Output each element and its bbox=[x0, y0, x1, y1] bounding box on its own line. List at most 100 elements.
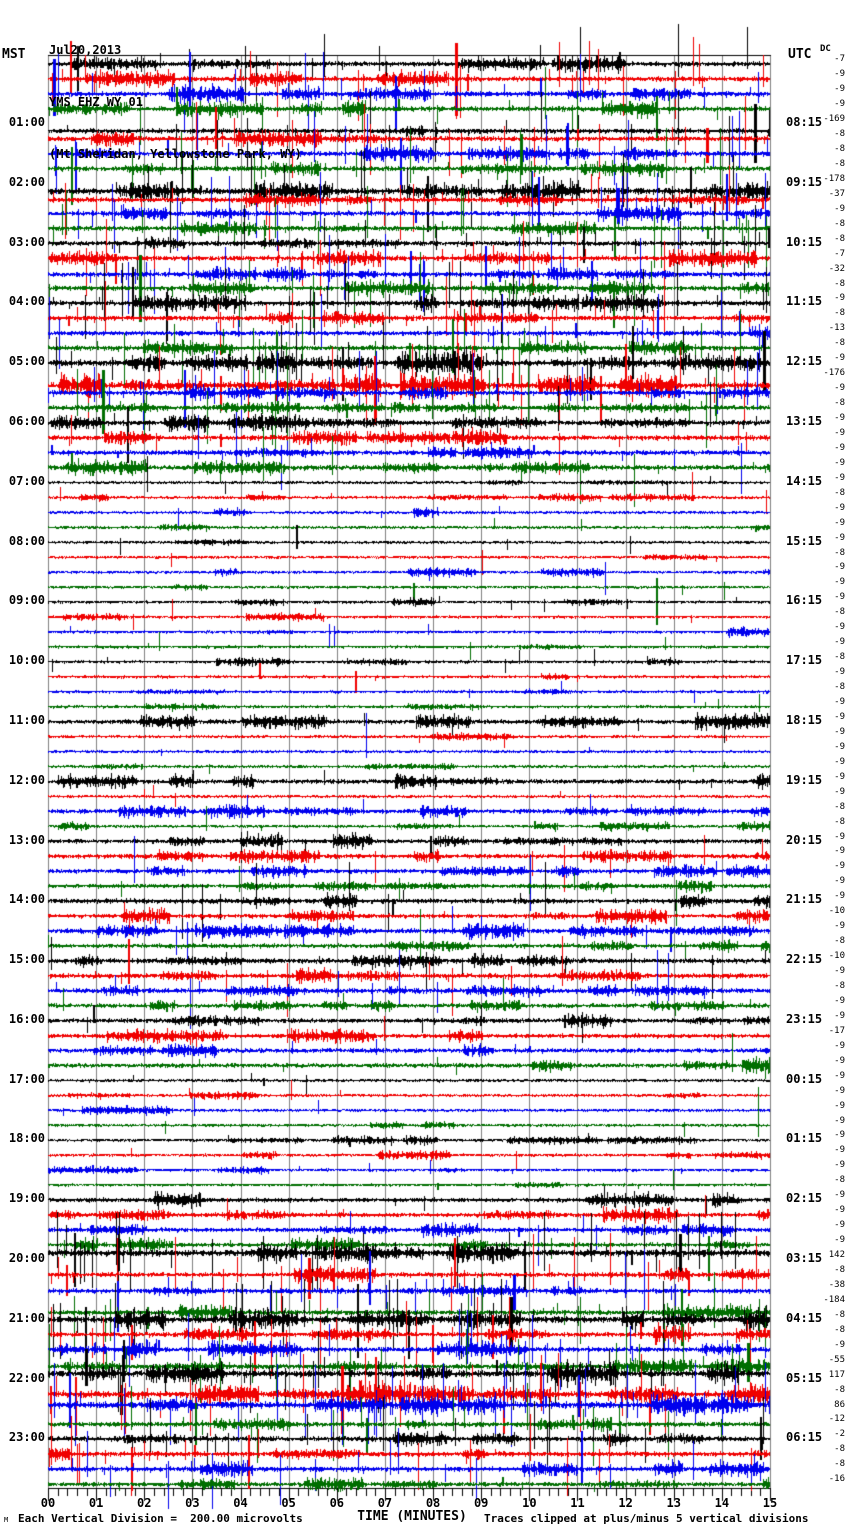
left-axis-title: MST bbox=[2, 47, 26, 62]
dc-offset-value: -9 bbox=[834, 995, 845, 1006]
dc-offset-value: -9 bbox=[834, 592, 845, 603]
utc-hour-label: 14:15 bbox=[786, 473, 823, 488]
dc-offset-value: -9 bbox=[834, 532, 845, 543]
utc-hour-label: 06:15 bbox=[786, 1430, 823, 1445]
dc-offset-value: -9 bbox=[834, 413, 845, 424]
dc-offset-value: -8 bbox=[834, 218, 845, 229]
dc-offset-value: -9 bbox=[834, 1160, 845, 1171]
dc-offset-value: -9 bbox=[834, 966, 845, 977]
dc-offset-value: -9 bbox=[834, 562, 845, 573]
corner-mark: M bbox=[4, 1516, 9, 1524]
dc-offset-value: -9 bbox=[834, 622, 845, 633]
dc-offset-value: -12 bbox=[828, 1414, 845, 1425]
minute-tick-label: 13 bbox=[666, 1496, 681, 1510]
title-date: Jul20,2013 bbox=[49, 43, 122, 57]
dc-offset-value: -7 bbox=[834, 54, 845, 65]
dc-offset-value: -8 bbox=[834, 278, 845, 289]
mst-hour-label: 14:00 bbox=[8, 892, 45, 907]
minute-tick-label: 09 bbox=[473, 1496, 489, 1510]
dc-offset-value: -32 bbox=[828, 263, 845, 274]
scale-note: Each Vertical Division = 200.00 microvol… bbox=[18, 1512, 303, 1525]
dc-offset-value: 86 bbox=[834, 1399, 845, 1410]
dc-offset-value: -9 bbox=[834, 667, 845, 678]
utc-hour-label: 19:15 bbox=[786, 772, 823, 787]
dc-offset-value: -37 bbox=[828, 188, 845, 199]
dc-offset-value: -9 bbox=[834, 1339, 845, 1350]
dc-offset-value: -8 bbox=[834, 308, 845, 319]
dc-offset-value: -9 bbox=[834, 517, 845, 528]
mst-hour-label: 10:00 bbox=[8, 653, 45, 668]
dc-header: DC bbox=[820, 44, 831, 54]
dc-offset-value: -9 bbox=[834, 921, 845, 932]
utc-hour-label: 00:15 bbox=[786, 1071, 823, 1086]
clip-note: Traces clipped at plus/minus 5 vertical … bbox=[484, 1512, 809, 1525]
dc-offset-value: -9 bbox=[834, 1085, 845, 1096]
utc-hour-label: 18:15 bbox=[786, 712, 823, 727]
dc-offset-value: -8 bbox=[834, 936, 845, 947]
utc-hour-label: 10:15 bbox=[786, 234, 823, 249]
dc-offset-value: -8 bbox=[834, 143, 845, 154]
dc-offset-value: -9 bbox=[834, 1100, 845, 1111]
x-axis-title: TIME (MINUTES) bbox=[357, 1509, 467, 1524]
mst-hour-label: 02:00 bbox=[8, 174, 45, 189]
dc-offset-value: -8 bbox=[834, 1384, 845, 1395]
dc-offset-value: -8 bbox=[834, 652, 845, 663]
dc-offset-value: -9 bbox=[834, 846, 845, 857]
mst-hour-label: 09:00 bbox=[8, 593, 45, 608]
dc-offset-value: -17 bbox=[828, 1025, 845, 1036]
dc-offset-value: -9 bbox=[834, 457, 845, 468]
dc-offset-value: -9 bbox=[834, 1130, 845, 1141]
mst-hour-label: 13:00 bbox=[8, 832, 45, 847]
utc-hour-label: 20:15 bbox=[786, 832, 823, 847]
dc-offset-value: -9 bbox=[834, 771, 845, 782]
utc-hour-label: 05:15 bbox=[786, 1370, 823, 1385]
dc-offset-value: -9 bbox=[834, 741, 845, 752]
dc-offset-value: -8 bbox=[834, 1459, 845, 1470]
title-location: (Mt Sheridan, Yellowstone Park, WY) bbox=[49, 147, 302, 161]
minute-tick-label: 02 bbox=[137, 1496, 152, 1510]
dc-offset-value: -9 bbox=[834, 427, 845, 438]
dc-offset-value: -8 bbox=[834, 1265, 845, 1275]
dc-offset-value: -9 bbox=[834, 637, 845, 648]
mst-hour-label: 08:00 bbox=[8, 533, 45, 548]
dc-offset-value: -9 bbox=[834, 786, 845, 797]
minute-tick-label: 00 bbox=[40, 1496, 56, 1510]
dc-offset-value: -9 bbox=[834, 1055, 845, 1066]
dc-offset-value: -8 bbox=[834, 1444, 845, 1455]
dc-offset-value: 117 bbox=[828, 1369, 845, 1380]
dc-offset-value: -8 bbox=[834, 158, 845, 169]
dc-offset-value: -10 bbox=[828, 906, 845, 917]
minute-tick-label: 05 bbox=[281, 1496, 296, 1510]
utc-hour-label: 13:15 bbox=[786, 414, 823, 429]
mst-hour-label: 07:00 bbox=[8, 473, 45, 488]
dc-offset-value: -9 bbox=[834, 1040, 845, 1051]
dc-offset-value: -9 bbox=[834, 861, 845, 872]
dc-offset-value: -10 bbox=[828, 951, 845, 962]
dc-offset-value: -8 bbox=[834, 547, 845, 558]
minute-tick-label: 06 bbox=[329, 1496, 345, 1510]
mst-hour-label: 15:00 bbox=[8, 952, 45, 967]
minute-tick-label: 10 bbox=[522, 1496, 537, 1510]
dc-offset-value: -9 bbox=[834, 1145, 845, 1156]
dc-offset-value: -9 bbox=[834, 353, 845, 364]
right-axis-title: UTC bbox=[788, 47, 812, 62]
utc-hour-label: 16:15 bbox=[786, 593, 823, 608]
mst-hour-label: 21:00 bbox=[8, 1310, 45, 1325]
dc-offset-value: -8 bbox=[834, 338, 845, 349]
dc-offset-value: -9 bbox=[834, 1070, 845, 1081]
minute-tick-label: 15 bbox=[762, 1496, 778, 1510]
dc-offset-value: -9 bbox=[834, 84, 845, 95]
dc-offset-value: -55 bbox=[828, 1354, 845, 1365]
dc-offset-value: -8 bbox=[834, 1309, 845, 1320]
dc-offset-value: 142 bbox=[828, 1250, 845, 1261]
dc-offset-value: -9 bbox=[834, 1205, 845, 1216]
utc-hour-label: 01:15 bbox=[786, 1131, 823, 1146]
dc-offset-value: -9 bbox=[834, 69, 845, 80]
dc-offset-value: -9 bbox=[834, 697, 845, 708]
dc-offset-value: -9 bbox=[834, 472, 845, 483]
dc-offset-value: -9 bbox=[834, 203, 845, 214]
dc-offset-value: -7 bbox=[834, 248, 845, 259]
dc-offset-value: -2 bbox=[834, 1429, 845, 1440]
dc-offset-value: -9 bbox=[834, 756, 845, 767]
